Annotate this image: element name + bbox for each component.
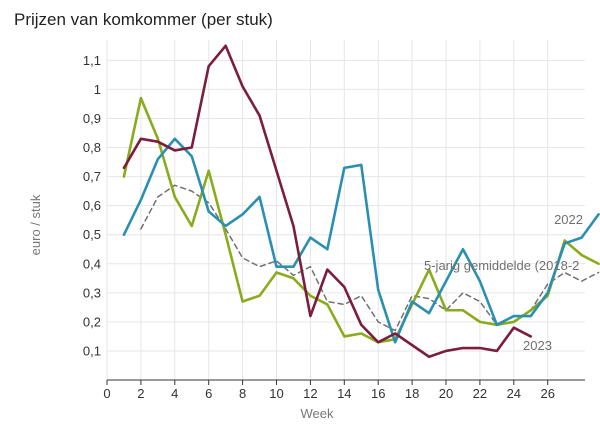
y-tick-label: 0,7 (83, 169, 101, 184)
y-tick-label: 1 (94, 82, 101, 97)
series-label-0: 5-jarig gemiddelde (2018-2 (424, 258, 579, 273)
x-tick-label: 16 (371, 386, 385, 401)
x-axis-title: Week (301, 406, 334, 421)
y-tick-label: 0,8 (83, 140, 101, 155)
y-tick-label: 0,1 (83, 343, 101, 358)
series-labels: 5-jarig gemiddelde (2018-2 2022 2023 (424, 212, 583, 353)
series-label-3: 2023 (523, 338, 552, 353)
y-tick-label: 0,5 (83, 227, 101, 242)
x-tick-label: 26 (540, 386, 554, 401)
y-tick-label: 0,2 (83, 314, 101, 329)
x-tick-label: 2 (137, 386, 144, 401)
series-lines (122, 44, 600, 359)
chart-title: Prijzen van komkommer (per stuk) (14, 10, 273, 29)
x-tick-label: 24 (507, 386, 521, 401)
series-line-3 (122, 44, 533, 359)
x-tick-label: 10 (269, 386, 283, 401)
x-tick-label: 14 (337, 386, 351, 401)
y-tick-label: 0,3 (83, 285, 101, 300)
y-tick-label: 1,1 (83, 53, 101, 68)
y-tick-label: 0,9 (83, 111, 101, 126)
x-tick-label: 0 (103, 386, 110, 401)
x-tick-label: 18 (405, 386, 419, 401)
series-label-1: 2022 (554, 212, 583, 227)
series-line-2 (122, 137, 600, 344)
x-tick-label: 4 (171, 386, 178, 401)
x-tick-label: 8 (239, 386, 246, 401)
y-axis-title: euro / stuk (28, 194, 43, 255)
x-tick-label: 12 (303, 386, 317, 401)
x-tick-label: 20 (439, 386, 453, 401)
axes: 0,10,20,30,40,50,60,70,80,911,10 2 4 6 8 10 12… (83, 40, 585, 401)
x-tick-label: 6 (205, 386, 212, 401)
x-tick-label: 22 (473, 386, 487, 401)
y-tick-label: 0,4 (83, 256, 101, 271)
y-tick-label: 0,6 (83, 198, 101, 213)
